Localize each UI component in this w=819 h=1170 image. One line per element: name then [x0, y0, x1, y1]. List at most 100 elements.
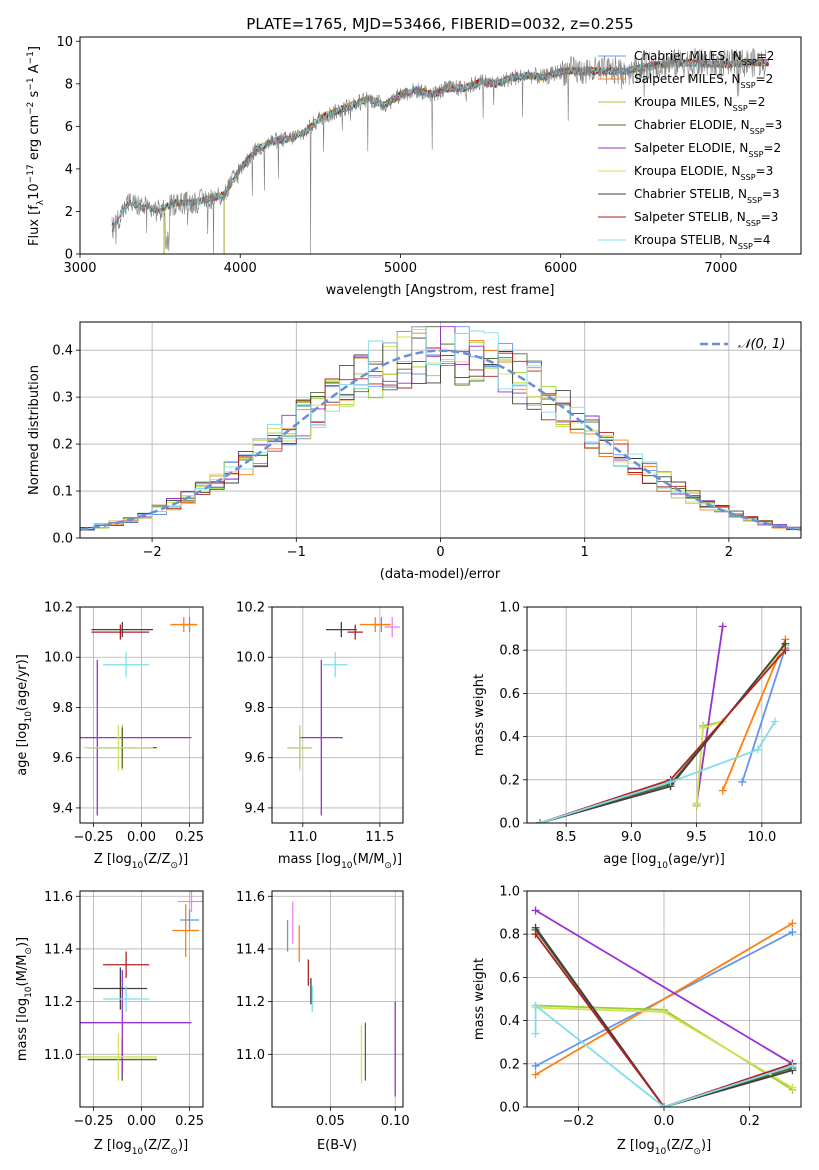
series-marker: [666, 777, 675, 786]
series-marker: [531, 1070, 540, 1079]
data-point-8: [103, 951, 150, 978]
series-line-4: [539, 645, 786, 823]
legend-entry: Chabrier STELIB, NSSP=3: [634, 187, 780, 205]
x-tick-label: 0.00: [127, 830, 156, 845]
y-tick-label: 9.8: [244, 701, 265, 716]
axes-frame: [79, 36, 802, 255]
series-marker: [692, 799, 701, 808]
data-point-8: [91, 624, 150, 640]
series-line-9: [539, 721, 776, 823]
histograms: [80, 326, 801, 533]
x-tick-label: 5000: [384, 261, 417, 276]
chart-panel-6: −0.25 0.00 0.25 11.0 11.2 11.4 11.6 Z [log10(Z/…: [15, 890, 204, 1157]
series-line-5: [535, 909, 793, 1065]
legend-entry: Chabrier ELODIE, NSSP=3: [634, 118, 782, 136]
x-axis-label: Z [log10(Z/Z⊙)]: [94, 852, 188, 871]
y-tick-label: 0.6: [499, 971, 520, 986]
y-tick-label: 0.1: [52, 485, 73, 500]
series-marker: [531, 1029, 540, 1038]
x-tick-label: 10.0: [747, 830, 776, 845]
y-tick-label: 0.0: [499, 1101, 520, 1116]
x-tick-label: 9.0: [621, 830, 642, 845]
y-tick-label: 11.0: [236, 1048, 265, 1063]
y-tick-label: 0.3: [52, 391, 73, 406]
data-point-6: [80, 1033, 157, 1081]
x-tick-label: 0.10: [381, 1114, 410, 1129]
data-point-6: [287, 725, 313, 771]
series-line-8: [534, 933, 793, 1107]
x-tick-label: 0.25: [175, 830, 204, 845]
chart-panel-8: −0.2 0.0 0.2 0.0 0.2 0.4 0.6 0.8 1.0 Z [log10(Z/Z…: [472, 885, 802, 1157]
y-tick-label: 0.4: [499, 1014, 520, 1029]
model-line-5: [223, 58, 769, 254]
axes-frame: [271, 890, 404, 1108]
y-tick-label: 9.6: [244, 751, 265, 766]
chart-panel-4: 11.0 11.5 9.4 9.6 9.8 10.0 10.2 mass [log10(M/M…: [236, 601, 404, 871]
axes-frame: [79, 890, 204, 1108]
series-line-7: [534, 927, 793, 1107]
series-marker: [531, 1061, 540, 1070]
x-axis-label: wavelength [Angstrom, rest frame]: [326, 283, 555, 298]
x-axis-label: (data-model)/error: [380, 567, 501, 582]
y-axis-label: age [log10(age/yr)]: [15, 654, 34, 776]
y-tick-label: 9.4: [52, 801, 73, 816]
data-point-7: [91, 622, 154, 638]
y-axis-label: mass weight: [472, 674, 487, 756]
axes-frame: [526, 606, 802, 824]
error-bars: [80, 617, 198, 816]
x-tick-label: −0.2: [563, 1114, 595, 1129]
error-bars: [286, 901, 396, 1097]
x-tick-label: 1: [581, 545, 589, 560]
data-point-5: [80, 659, 192, 816]
y-tick-label: 2: [65, 205, 73, 220]
legend-entry: Kroupa MILES, NSSP=2: [634, 95, 765, 113]
series-marker: [770, 717, 779, 726]
data-point-9: [103, 652, 150, 678]
y-tick-label: 4: [65, 162, 73, 177]
series-marker: [718, 786, 727, 795]
x-tick-label: −0.25: [74, 830, 114, 845]
legend-entry: Salpeter ELODIE, NSSP=2: [634, 141, 781, 159]
y-tick-label: 0.2: [52, 438, 73, 453]
axes-frame: [271, 606, 404, 824]
error-bars: [80, 891, 203, 1081]
legend-entry: Chabrier MILES, NSSP=2: [634, 49, 774, 67]
y-tick-label: 10.2: [236, 601, 265, 616]
x-tick-label: 0.25: [175, 1114, 204, 1129]
y-tick-label: 0.2: [499, 773, 520, 788]
chart-panel-7: 0.05 0.10 11.0 11.2 11.4 11.6 E(B-V): [236, 890, 410, 1153]
series-marker: [531, 1001, 540, 1010]
axes-frame: [526, 890, 802, 1108]
series-marker: [699, 723, 708, 732]
legend-entry: Salpeter STELIB, NSSP=3: [634, 210, 778, 228]
y-axis-label: mass weight: [472, 958, 487, 1040]
error-bars: [287, 617, 400, 816]
data-point-7: [325, 622, 357, 638]
series-marker: [660, 1103, 668, 1107]
chart-panel-3: −0.25 0.00 0.25 9.4 9.6 9.8 10.0 10.2 Z [log10(Z…: [15, 601, 204, 872]
y-tick-label: 0.4: [499, 730, 520, 745]
x-tick-label: 6000: [544, 261, 577, 276]
y-tick-label: 0.0: [52, 532, 73, 547]
y-tick-label: 11.2: [44, 995, 73, 1010]
data-point-1: [179, 909, 200, 931]
x-axis-label: Z [log10(Z/Z⊙)]: [94, 1138, 188, 1157]
series-marker: [788, 1083, 797, 1092]
series-marker: [660, 1007, 668, 1016]
series-line-2: [535, 922, 793, 1076]
y-axis-label: Flux [fλ10−17 erg cm−2 s−1 A−1]: [26, 46, 46, 246]
series-marker: [531, 906, 540, 915]
model-lines: [111, 47, 770, 254]
y-tick-label: 10.0: [44, 651, 73, 666]
weight-lines: [531, 906, 797, 1107]
y-tick-label: 9.4: [244, 801, 265, 816]
series-marker: [788, 1061, 797, 1070]
x-tick-label: 7000: [704, 261, 737, 276]
data-point-8: [347, 624, 363, 640]
y-axis-label: Normed distribution: [27, 365, 42, 495]
data-point-10: [384, 617, 400, 638]
y-tick-label: 11.6: [44, 890, 73, 905]
series-line-7: [539, 643, 787, 823]
x-tick-label: 0: [436, 545, 444, 560]
data-point-6: [83, 725, 154, 771]
